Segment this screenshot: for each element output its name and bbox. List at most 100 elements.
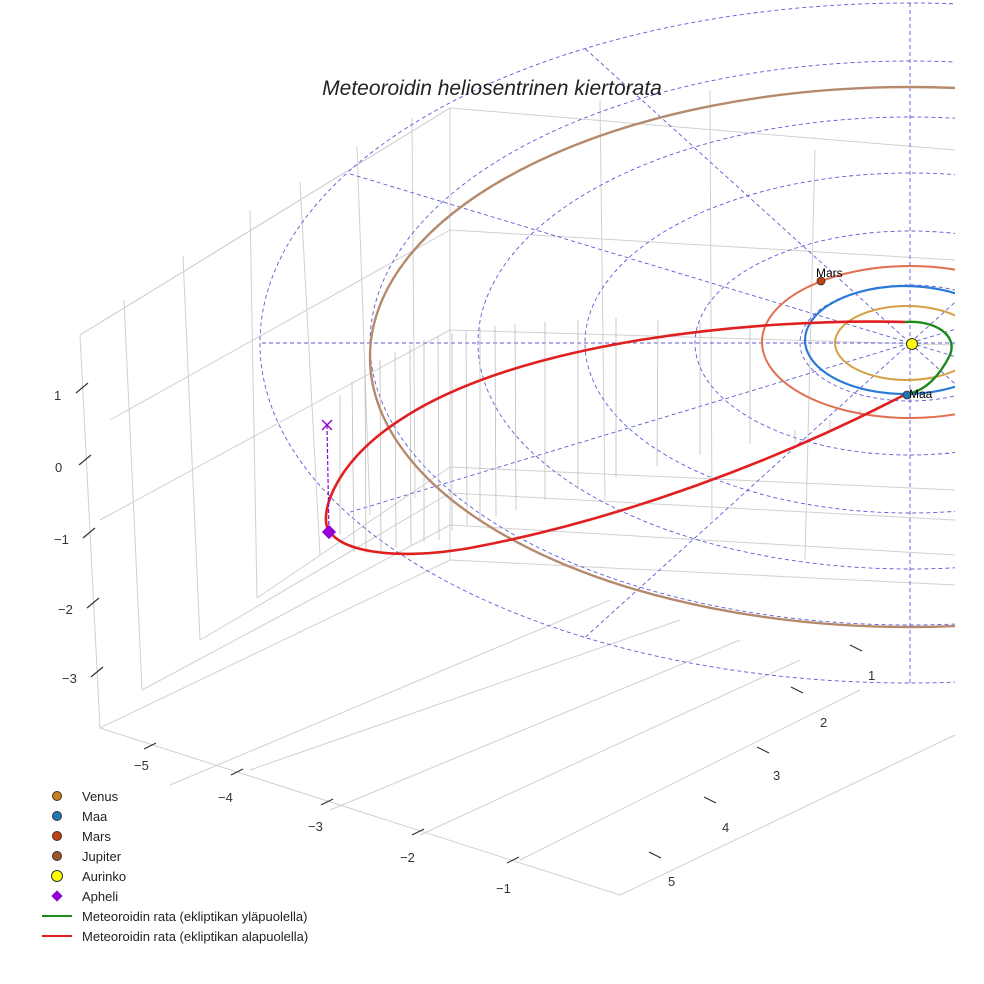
y-tick-label-4: 5 [668,874,675,889]
ecliptic-spoke-5 [346,342,911,514]
legend-label-4: Aurinko [82,868,127,884]
y-tick-2 [756,746,770,754]
legend-symbol-7 [40,926,74,946]
legend-symbol-2 [40,826,74,846]
earth-marker [902,390,912,400]
y-tick-label-0: 1 [868,668,875,683]
drop-line-5 [409,344,412,546]
meteoroid-orbit-above [904,320,953,396]
x-tick-4 [506,856,520,864]
legend-symbol-3 [40,846,74,866]
y-tick-label-3: 4 [722,820,729,835]
z-tick-label-4: −3 [62,671,77,686]
legend-item-6: Meteoroidin rata (ekliptikan yläpuolella… [40,906,308,926]
grid-line-4 [449,107,956,151]
x-tick-label-1: −4 [218,790,233,805]
venus-orbit [834,305,955,381]
jupiter-orbit [368,85,955,629]
orbit-drop-lines [339,318,861,554]
y-tick-label-2: 3 [773,768,780,783]
drop-line-1 [351,381,355,553]
sun-marker [906,338,918,350]
mars-marker [816,276,826,286]
grid-line-31 [419,659,801,836]
z-tick-0 [75,382,89,394]
grid-line-32 [519,689,861,861]
x-tick-label-0: −5 [134,758,149,773]
grid-line-5 [99,559,451,729]
drop-line-7 [437,335,440,541]
axis-tick-labels: −5 −4 −3 −2 −1 1 2 3 4 5 1 0 −1 −2 −3 [54,388,875,896]
y-tick-0 [849,644,863,652]
grid-line-14 [141,524,451,691]
legend-item-2: Mars [40,826,308,846]
drop-line-11 [494,325,497,517]
drop-line-9 [465,329,468,526]
drop-line-16 [656,319,659,467]
grid-line-30 [329,639,741,811]
legend-label-2: Mars [82,828,111,844]
legend-item-4: Aurinko [40,866,308,886]
ecliptic-spoke-7 [346,172,911,344]
grid-line-24 [449,329,956,346]
drop-line-12 [514,323,517,511]
legend-item-1: Maa [40,806,308,826]
z-tick-1 [78,454,92,466]
legend-symbol-5 [40,886,74,906]
ecliptic-ring-1 [694,230,955,456]
axes-box-grid [79,89,956,896]
grid-line-29 [249,619,681,771]
y-tick-3 [703,796,717,804]
ecliptic-ring-3 [477,116,955,570]
grid-line-20 [79,107,451,336]
aphelion-marker [321,524,337,540]
y-tick-4 [648,851,662,859]
legend-symbol-0 [40,786,74,806]
grid-line-19 [449,466,956,491]
grid-line-22 [99,329,451,521]
drop-line-2 [364,369,367,554]
z-tick-4 [90,666,104,678]
legend-item-5: Apheli [40,886,308,906]
grid-line-2 [619,734,956,896]
earth-label: Maa [909,387,933,401]
grid-line-15 [199,492,451,641]
grid-line-12 [356,145,371,516]
earth-orbit [803,284,955,396]
ecliptic-polar-grid [259,2,955,684]
legend-label-1: Maa [82,808,108,824]
legend-symbol-4 [40,866,74,886]
aphelion-projection-marker [321,419,333,431]
x-tick-0 [143,742,157,750]
y-tick-1 [790,686,804,694]
z-tick-label-0: 1 [54,388,61,403]
grid-line-26 [709,89,713,521]
grid-line-1 [99,727,621,896]
y-tick-label-1: 2 [820,715,827,730]
z-tick-label-2: −1 [54,532,69,547]
grid-line-8 [123,299,143,691]
grid-line-25 [599,99,606,501]
x-tick-label-2: −3 [308,819,323,834]
legend-label-3: Jupiter [82,848,122,864]
mars-orbit [761,265,955,419]
grid-line-13 [411,117,416,499]
grid-line-10 [249,209,258,599]
x-tick-3 [411,828,425,836]
z-tick-3 [86,597,100,609]
grid-line-23 [449,229,956,261]
legend-item-0: Venus [40,786,308,806]
mars-label: Mars [816,266,843,280]
x-tick-label-3: −2 [400,850,415,865]
grid-line-6 [449,559,956,586]
grid-line-17 [449,524,956,556]
drop-line-4 [394,351,397,549]
legend-item-7: Meteoroidin rata (ekliptikan alapuolella… [40,926,308,946]
grid-line-28 [169,599,611,786]
ecliptic-spoke-10 [909,301,955,344]
grid-line-11 [299,181,321,556]
ecliptic-spoke-1 [909,342,955,358]
legend-symbol-1 [40,806,74,826]
